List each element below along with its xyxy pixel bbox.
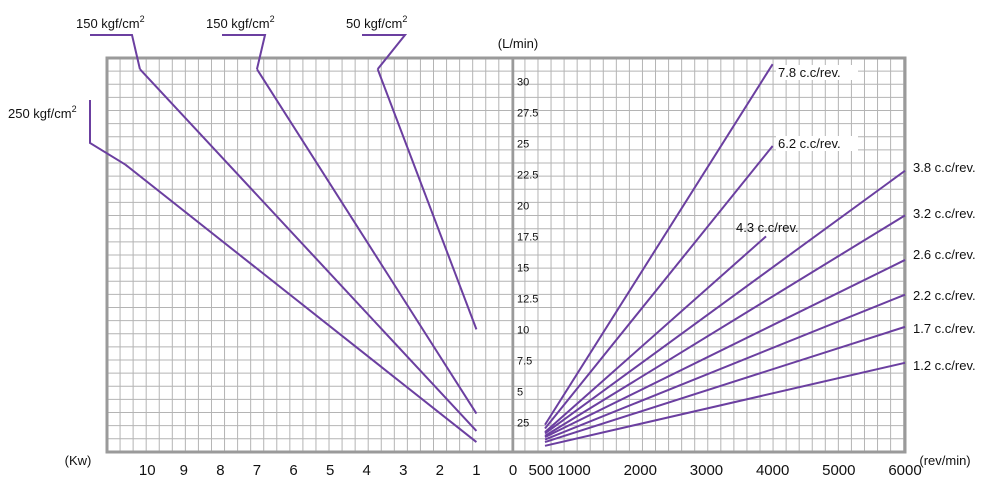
x-axis-label-right: (rev/min)	[919, 453, 970, 468]
y-tick-label: 7.5	[517, 355, 532, 367]
y-tick-label: 27.5	[517, 108, 538, 120]
x-tick-label-left: 7	[253, 462, 261, 479]
series-line-left	[139, 68, 478, 432]
x-tick-label-left: 3	[399, 462, 407, 479]
x-tick-label-right: 3000	[690, 462, 723, 479]
series-line-right	[544, 214, 906, 437]
y-axis-label: (L/min)	[498, 36, 538, 51]
label-background	[776, 136, 858, 151]
x-tick-label-right: 500	[528, 462, 553, 479]
x-tick-label-left: 1	[472, 462, 480, 479]
x-tick-label-right: 5000	[822, 462, 855, 479]
series-line-right	[544, 325, 906, 444]
y-tick-label: 17.5	[517, 231, 538, 243]
grid	[106, 57, 905, 453]
label-background	[776, 65, 858, 80]
x-tick-label-right: 2000	[624, 462, 657, 479]
series-line-right	[544, 63, 774, 426]
y-tick-label: 22.5	[517, 169, 538, 181]
x-tick-label-left: 6	[289, 462, 297, 479]
y-tick-label: 10	[517, 324, 529, 336]
y-tick-label: 15	[517, 262, 529, 274]
x-tick-label-right: 4000	[756, 462, 789, 479]
series-line-right	[544, 293, 906, 441]
series-label-right: 3.8 c.c/rev.	[913, 160, 976, 175]
series-line-right	[544, 145, 774, 430]
series-label-left: 50 kgf/cm2	[346, 14, 407, 31]
y-tick-label: 25	[517, 138, 529, 150]
x-tick-label-left: 9	[180, 462, 188, 479]
x-tick-label-left: 4	[363, 462, 371, 479]
series-leader-left	[89, 100, 126, 166]
series-label-right: 6.2 c.c/rev.	[778, 136, 841, 151]
x-tick-label-right: 6000	[888, 462, 921, 479]
x-tick-label-left: 2	[436, 462, 444, 479]
series-line-left	[256, 68, 478, 415]
series-leader-left	[362, 34, 408, 70]
y-tick-label: 5	[517, 386, 523, 398]
series-label-right: 7.8 c.c/rev.	[778, 65, 841, 80]
x-axis-label-left: (Kw)	[65, 453, 92, 468]
x-tick-label-left: 0	[509, 462, 517, 479]
x-tick-label-left: 5	[326, 462, 334, 479]
series-label-left: 150 kgf/cm2	[76, 14, 145, 31]
series-label-right: 1.7 c.c/rev.	[913, 321, 976, 336]
series-label-right: 3.2 c.c/rev.	[913, 206, 976, 221]
series-line-right	[544, 259, 906, 439]
plot-frame	[105, 56, 907, 454]
series-line-left	[376, 68, 478, 330]
series-label-right: 4.3 c.c/rev.	[736, 220, 799, 235]
series-label-left: 250 kgf/cm2	[8, 104, 77, 121]
series-leader-left	[90, 34, 141, 70]
series-line-right	[544, 361, 906, 447]
series-line-left	[124, 163, 478, 443]
y-tick-label: 20	[517, 200, 529, 212]
series-line-right	[544, 169, 906, 435]
x-tick-label-left: 10	[139, 462, 156, 479]
series-label-right: 1.2 c.c/rev.	[913, 358, 976, 373]
series-label-left: 150 kgf/cm2	[206, 14, 275, 31]
series-label-right: 2.6 c.c/rev.	[913, 247, 976, 262]
x-tick-label-left: 8	[216, 462, 224, 479]
x-tick-label-right: 1000	[557, 462, 590, 479]
series-label-right: 2.2 c.c/rev.	[913, 288, 976, 303]
series-leader-left	[222, 34, 267, 70]
y-tick-label: 30	[517, 77, 529, 89]
y-tick-label: 25	[517, 417, 529, 429]
series-line-right	[544, 235, 767, 433]
y-tick-label: 12.5	[517, 293, 538, 305]
